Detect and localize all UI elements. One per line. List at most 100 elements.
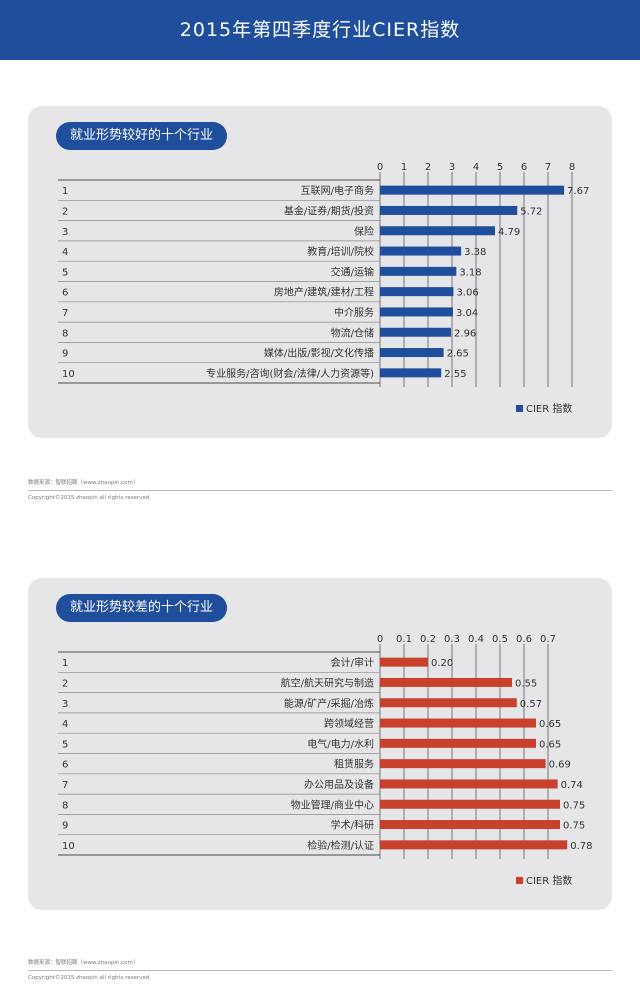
chart-title-bottom: 就业形势较差的十个行业 <box>56 594 228 622</box>
bar <box>380 718 536 728</box>
data-label: 0.55 <box>515 678 537 689</box>
category-label: 物流/仓储 <box>331 326 374 339</box>
x-tick-label: 6 <box>521 162 527 173</box>
bar <box>380 368 442 378</box>
rank-label: 5 <box>62 739 68 750</box>
category-label: 学术/科研 <box>331 819 374 832</box>
x-tick-label: 0.2 <box>420 634 436 645</box>
footer-copyright: Copyright©2015 zhaopin all rights reserv… <box>28 495 150 501</box>
bar <box>380 185 565 195</box>
footer-divider <box>28 490 612 491</box>
category-label: 航空/航天研究与制造 <box>281 676 374 689</box>
footer-source: 数据来源：智联招聘（www.zhaopin.com） <box>28 480 139 486</box>
data-label: 7.67 <box>567 186 589 197</box>
bar <box>380 266 457 276</box>
category-label: 教育/培训/院校 <box>307 245 374 258</box>
category-label: 房地产/建筑/建材/工程 <box>274 286 374 299</box>
x-tick-label: 0.6 <box>516 634 532 645</box>
data-label: 2.65 <box>447 349 469 360</box>
x-tick-label: 3 <box>449 162 455 173</box>
bar <box>380 759 546 769</box>
rank-label: 1 <box>62 658 68 669</box>
x-tick-label: 0.4 <box>468 634 484 645</box>
bar <box>380 698 517 708</box>
chart-title-top: 就业形势较好的十个行业 <box>56 122 228 150</box>
rank-label: 8 <box>62 800 68 811</box>
legend-label: CIER 指数 <box>526 402 572 415</box>
footer-source: 数据来源：智联招聘（www.zhaopin.com） <box>28 960 139 966</box>
bar <box>380 657 428 667</box>
category-label: 媒体/出版/影视/文化传播 <box>264 347 374 360</box>
footer-copyright: Copyright©2015 zhaopin all rights reserv… <box>28 975 150 981</box>
page-header: 2015年第四季度行业CIER指数 <box>0 0 640 60</box>
rank-label: 7 <box>62 780 68 791</box>
rank-label: 10 <box>62 841 75 852</box>
bar <box>380 307 453 317</box>
rank-label: 6 <box>62 288 68 299</box>
bar <box>380 348 444 358</box>
footer-divider <box>28 970 612 971</box>
x-tick-label: 0.3 <box>444 634 460 645</box>
data-label: 3.38 <box>464 247 486 258</box>
chart-panel-top: 就业形势较好的十个行业 0 1 2 3 4 5 6 7 8 1 互联网/电子商务 7.67 2 基金/证券… <box>28 106 612 438</box>
rank-label: 1 <box>62 186 68 197</box>
rank-label: 9 <box>62 349 68 360</box>
data-label: 2.96 <box>454 328 476 339</box>
category-label: 电气/电力/水利 <box>307 737 374 750</box>
data-label: 0.75 <box>563 800 585 811</box>
rank-label: 2 <box>62 206 68 217</box>
rank-label: 8 <box>62 328 68 339</box>
legend-swatch <box>516 877 523 884</box>
chart-bottom: 0 0.1 0.2 0.3 0.4 0.5 0.6 0.7 1 会计/审计 0.20 2 航空/航天研究… <box>58 634 592 887</box>
rank-label: 3 <box>62 699 68 710</box>
data-label: 3.18 <box>459 267 481 278</box>
page-title: 2015年第四季度行业CIER指数 <box>179 19 461 41</box>
rank-label: 9 <box>62 821 68 832</box>
x-tick-label: 4 <box>473 162 479 173</box>
rank-label: 7 <box>62 308 68 319</box>
x-tick-label: 2 <box>425 162 431 173</box>
bar <box>380 677 512 687</box>
data-label: 4.79 <box>498 227 520 238</box>
data-label: 0.78 <box>570 841 592 852</box>
rank-label: 5 <box>62 267 68 278</box>
x-tick-label: 0.5 <box>492 634 508 645</box>
bar <box>380 820 560 830</box>
data-label: 3.04 <box>456 308 478 319</box>
category-label: 专业服务/咨询(财会/法律/人力资源等) <box>206 367 374 380</box>
bar <box>380 840 568 850</box>
chart-top: 0 1 2 3 4 5 6 7 8 1 互联网/电子商务 7.67 2 基金/证券/期货/投资 5.72 3 保… <box>58 162 589 415</box>
rank-label: 10 <box>62 369 75 380</box>
category-label: 会计/审计 <box>331 656 374 669</box>
bar <box>380 287 454 297</box>
data-label: 0.20 <box>431 658 453 669</box>
data-label: 3.06 <box>456 288 478 299</box>
data-label: 0.74 <box>561 780 583 791</box>
data-label: 0.65 <box>539 719 561 730</box>
category-label: 交通/运输 <box>331 265 374 278</box>
category-label: 互联网/电子商务 <box>301 184 374 197</box>
category-label: 基金/证券/期货/投资 <box>284 204 374 217</box>
category-label: 中介服务 <box>334 306 374 319</box>
category-label: 跨领域经营 <box>324 717 374 730</box>
bar <box>380 226 495 236</box>
bar <box>380 205 518 215</box>
x-tick-label: 0.7 <box>540 634 556 645</box>
bar <box>380 738 536 748</box>
bar <box>380 327 452 337</box>
rank-label: 6 <box>62 760 68 771</box>
category-label: 物业管理/商业中心 <box>291 798 374 811</box>
data-label: 0.57 <box>520 699 542 710</box>
category-label: 租赁服务 <box>334 758 374 771</box>
x-tick-label: 8 <box>569 162 575 173</box>
category-label: 检验/检测/认证 <box>307 839 374 852</box>
x-tick-label: 5 <box>497 162 503 173</box>
bar <box>380 799 560 809</box>
x-tick-label: 1 <box>401 162 407 173</box>
data-label: 0.65 <box>539 739 561 750</box>
data-label: 2.55 <box>444 369 466 380</box>
x-tick-label: 7 <box>545 162 551 173</box>
bar <box>380 246 462 256</box>
legend-label: CIER 指数 <box>526 874 572 887</box>
x-tick-label: 0.1 <box>396 634 412 645</box>
